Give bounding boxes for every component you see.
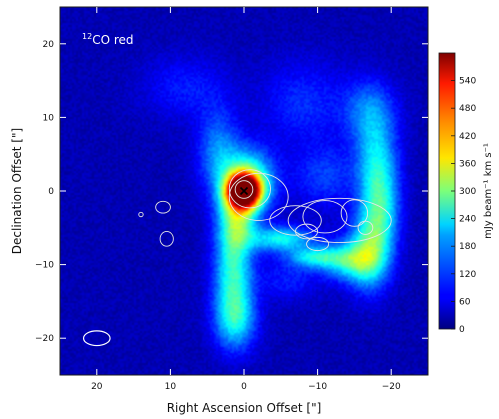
- contour-8: [306, 236, 330, 252]
- colorbar-tick-label-4: 240: [459, 215, 476, 225]
- contour-11: [155, 200, 171, 214]
- marker-layer: [82, 186, 249, 347]
- colorbar-tick-label-8: 480: [459, 104, 476, 114]
- y-tick-label-1: 10: [43, 113, 55, 123]
- y-tick-label-4: −20: [35, 334, 54, 344]
- colorbar-tick-label-1: 60: [459, 297, 471, 307]
- panel-label: 12CO red: [82, 32, 134, 47]
- contour-7: [287, 197, 392, 243]
- contour-2: [228, 172, 289, 221]
- colorbar-tick-label-7: 420: [459, 132, 476, 142]
- beam-ellipse: [82, 330, 111, 347]
- y-axis-label: Declination Offset ["]: [10, 128, 24, 254]
- contour-layer: [138, 169, 392, 252]
- colorbar-tick-label-6: 360: [459, 159, 476, 169]
- colorbar: 0 60 120 180 240 300 360 420 480 540 mJy beam⁻¹ k…: [438, 52, 494, 335]
- colorbar-tick-label-9: 540: [459, 77, 476, 87]
- contour-12: [138, 211, 144, 218]
- x-tick-label-2: 0: [241, 382, 247, 392]
- colorbar-tick-label-3: 180: [459, 242, 476, 252]
- panel-label-super: 12: [82, 32, 92, 41]
- contour-10: [159, 231, 174, 247]
- x-tick-label-4: −20: [382, 382, 401, 392]
- panel-label-text: CO red: [92, 33, 133, 47]
- colorbar-ticks: 0 60 120 180 240 300 360 420 480 540: [451, 77, 476, 335]
- contour-4: [302, 200, 348, 234]
- y-tick-label-2: 0: [48, 187, 54, 197]
- axis-ticks: 20 10 0 −10 −20 20 10 0 −10 −20: [35, 7, 428, 392]
- x-tick-label-3: −10: [308, 382, 327, 392]
- contour-3: [269, 205, 322, 236]
- source-marker: [239, 186, 249, 196]
- y-tick-label-0: 20: [43, 40, 55, 50]
- colorbar-label: mJy beam⁻¹ km s⁻¹: [483, 143, 494, 239]
- colorbar-tick-label-0: 0: [459, 325, 465, 335]
- contour-6: [340, 199, 369, 227]
- contour-1: [228, 169, 271, 209]
- x-tick-label-0: 20: [91, 382, 103, 392]
- colorbar-tick-label-5: 300: [459, 187, 476, 197]
- x-axis-label: Right Ascension Offset ["]: [167, 401, 322, 415]
- y-tick-label-3: −10: [35, 261, 54, 271]
- contour-0: [234, 180, 254, 199]
- colorbar-tick-label-2: 120: [459, 270, 476, 280]
- x-tick-label-1: 10: [165, 382, 177, 392]
- contour-9: [357, 220, 374, 235]
